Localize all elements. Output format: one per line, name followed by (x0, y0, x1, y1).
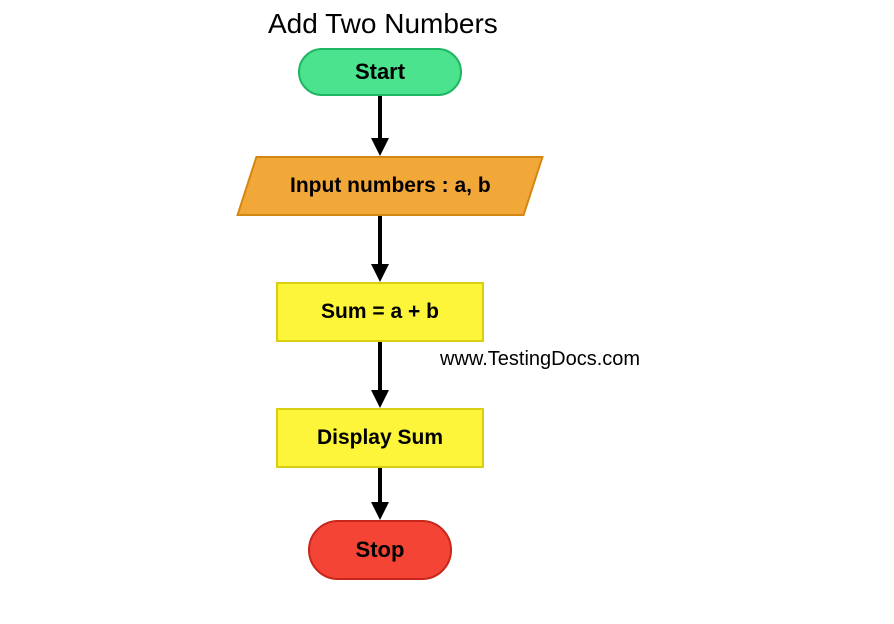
diagram-title: Add Two Numbers (268, 8, 498, 40)
arrow-head-icon (371, 502, 389, 520)
node-label: Sum = a + b (321, 300, 439, 324)
arrow-head-icon (371, 264, 389, 282)
flowchart-node-start: Start (298, 48, 462, 96)
flowchart-edge (378, 96, 382, 138)
arrow-head-icon (371, 138, 389, 156)
node-label: Display Sum (317, 426, 443, 450)
flowchart-node-input: Input numbers : a, b (236, 156, 543, 216)
node-label: Stop (356, 537, 405, 563)
flowchart-node-stop: Stop (308, 520, 452, 580)
watermark-text: www.TestingDocs.com (440, 348, 640, 371)
flowchart-node-sum: Sum = a + b (276, 282, 484, 342)
flowchart-edge (378, 468, 382, 502)
flowchart-edge (378, 342, 382, 390)
node-label: Start (355, 59, 405, 85)
flowchart-edge (378, 216, 382, 264)
flowchart-node-display: Display Sum (276, 408, 484, 468)
arrow-head-icon (371, 390, 389, 408)
node-label: Input numbers : a, b (290, 174, 491, 198)
